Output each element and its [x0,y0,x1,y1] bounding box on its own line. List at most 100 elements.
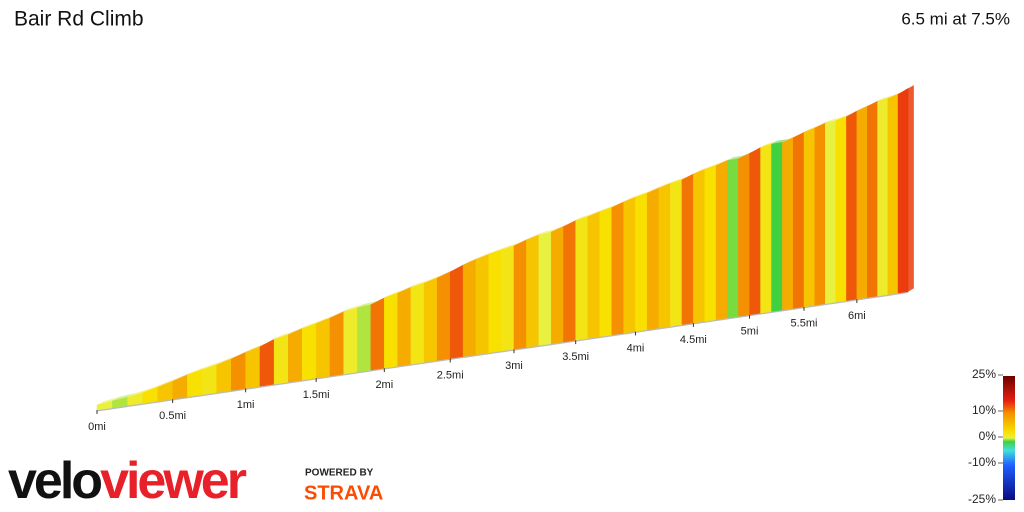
slab [771,142,783,312]
slab [887,93,899,295]
slab [370,297,385,371]
slab [245,346,261,389]
chart-title: Bair Rd Climb [14,8,144,31]
slab [856,106,868,300]
slab-top [97,396,120,405]
summary: 6.5 mi at 7.5% [901,9,1010,28]
slab [357,304,372,373]
slab [825,120,837,304]
slab-top [704,162,723,170]
slab-top [760,140,778,148]
slab [681,173,694,325]
x-tick-label: 0.5mi [159,410,186,422]
slab [343,307,358,375]
slab-top [538,228,558,236]
slab [635,192,648,332]
slab [513,239,527,350]
slab [782,137,794,311]
slab-top [475,250,496,260]
slab [302,323,317,381]
slab-top [274,330,295,340]
slab [803,127,815,308]
x-tick-label: 1mi [237,399,255,411]
slab-top [771,139,789,144]
color-tick-label: 0% [979,429,997,443]
slab-top [635,189,654,198]
slab-top [245,342,267,353]
slab [738,153,750,317]
slab [501,245,515,352]
slab-top [316,314,337,324]
x-tick-label: 4mi [627,342,645,354]
slab [749,147,761,316]
slab-top [825,117,842,124]
slab [846,110,858,301]
slab [658,183,671,329]
color-bar [1003,376,1015,500]
slab [587,211,601,339]
x-tick-label: 5.5mi [791,318,818,330]
slab [329,311,344,377]
x-tick-label: 4.5mi [680,334,707,346]
slab-top [410,279,431,288]
slab-end [908,85,914,292]
slab [693,169,706,324]
slab-top [670,176,688,184]
slab [715,160,728,320]
slab [201,364,218,395]
slab [488,249,502,354]
logo-velo: veloviewer [8,452,247,510]
slab [646,187,660,330]
plot: 0mi 0.5mi 1mi 1.5mi 2mi 2.5mi 3mi 3.5mi 4mi 4.5mi… [88,85,914,433]
strava-logo: STRAVA [304,482,383,504]
slab [563,220,576,343]
slab-top [357,300,378,308]
slab [315,317,331,379]
slab [216,358,232,393]
slab [727,158,739,319]
slab [538,231,552,346]
slab-top [835,113,853,121]
slab [259,338,275,387]
slab [575,216,589,341]
slab [760,143,772,314]
x-tick-label: 6mi [848,310,866,322]
slab-top [877,95,894,102]
slab-top [587,208,607,217]
slab [599,207,613,337]
slab [867,100,878,298]
slab [231,352,246,391]
slab [526,234,540,348]
slab-top [727,155,745,161]
slab-top [623,193,642,203]
slab-top [424,274,444,284]
slab-top [575,213,594,221]
x-tick-label: 3.5mi [562,351,589,363]
slab [792,131,805,309]
slab [877,98,889,297]
slab-top [127,388,150,398]
slab-top [216,355,239,365]
color-tick-label: -25% [968,492,996,506]
slab [897,87,909,294]
slab [449,264,464,359]
slab [670,179,683,327]
slab-top [488,246,508,255]
x-tick-label: 2mi [375,379,393,391]
slab [835,116,847,303]
slab [157,380,173,402]
x-tick-label: 0mi [88,421,106,433]
slab [172,374,188,400]
slab [384,292,398,369]
slab-top [157,377,180,388]
powered-by: POWERED BY [305,468,374,479]
x-tick-label: 3mi [505,360,523,372]
slab [273,334,289,385]
slab-top [384,289,405,299]
slab-top [112,393,135,401]
slab-top [526,231,546,241]
slab-top [599,204,618,212]
slab [623,196,636,334]
slab [436,271,451,361]
